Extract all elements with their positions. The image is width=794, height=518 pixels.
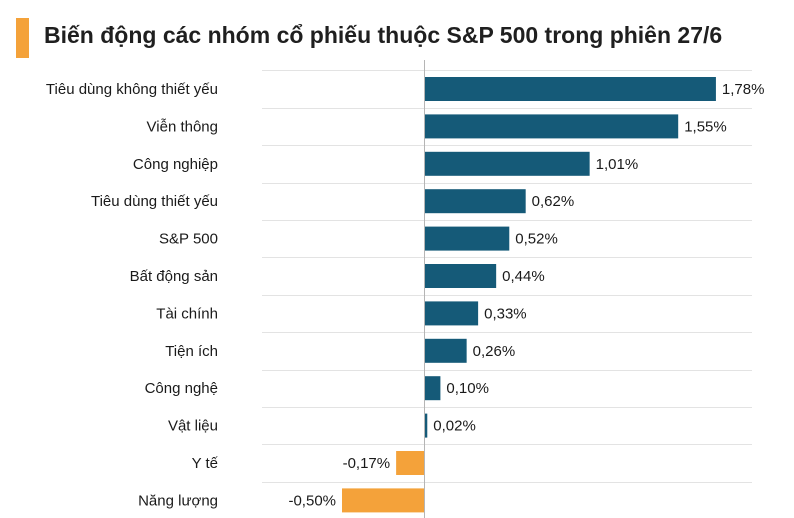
bar: [424, 77, 716, 101]
bar: [424, 413, 428, 438]
value-label: 1,55%: [684, 118, 727, 135]
title-row: Biến động các nhóm cổ phiếu thuộc S&P 50…: [0, 18, 794, 62]
value-label: 1,78%: [722, 81, 765, 98]
bar: [396, 451, 424, 475]
value-label: 0,33%: [484, 305, 527, 322]
value-label: 1,01%: [596, 156, 639, 173]
category-label: Năng lượng: [138, 492, 218, 509]
value-label: -0,50%: [288, 492, 336, 509]
bar: [424, 114, 679, 139]
category-label: Viễn thông: [147, 118, 218, 135]
value-label: 0,02%: [433, 418, 476, 435]
title-accent-block: [16, 18, 29, 58]
category-label: Tiêu dùng không thiết yếu: [46, 81, 218, 98]
category-label: Tiêu dùng thiết yếu: [91, 193, 218, 210]
bar: [424, 189, 526, 214]
bar: [424, 226, 510, 251]
category-label: Tiện ích: [165, 343, 218, 360]
category-label: Công nghệ: [145, 380, 218, 397]
category-label: Tài chính: [156, 305, 218, 322]
bar: [342, 488, 424, 513]
bar: [424, 264, 497, 288]
value-label: 0,44%: [502, 268, 545, 285]
value-label: 0,52%: [515, 231, 558, 248]
value-label: 0,10%: [446, 380, 489, 397]
value-label: 0,26%: [473, 343, 516, 360]
category-label: Y tế: [192, 455, 219, 472]
bar: [424, 376, 441, 401]
category-label: Vật liệu: [168, 418, 218, 435]
chart-title: Biến động các nhóm cổ phiếu thuộc S&P 50…: [44, 22, 723, 48]
bar: [424, 151, 590, 176]
category-label: Bất động sản: [130, 268, 218, 285]
bar: [424, 301, 479, 326]
bar: [424, 338, 467, 363]
value-label: 0,62%: [532, 193, 575, 210]
value-label: -0,17%: [343, 455, 391, 472]
category-label: S&P 500: [159, 231, 218, 248]
category-label: Công nghiệp: [133, 156, 218, 173]
